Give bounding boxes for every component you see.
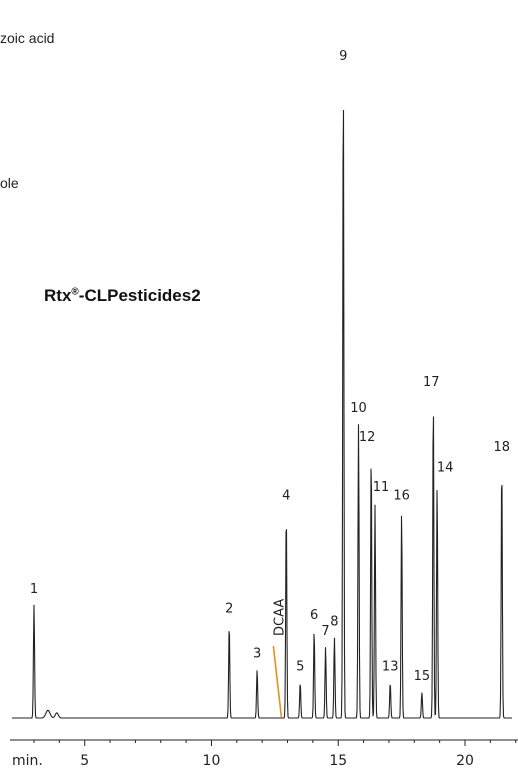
peak-label-13: 13 [382,659,399,674]
peak-label-18: 18 [493,440,510,455]
x-tick-label-15: 15 [329,753,347,769]
peak-label-11: 11 [373,480,390,495]
peak-label-7: 7 [321,624,329,639]
annotation-line-dcaa [272,645,283,718]
peak-label-16: 16 [393,488,410,503]
peak-label-14: 14 [437,460,454,475]
peak-label-3: 3 [253,647,261,662]
title-registered-mark: ® [71,286,79,298]
peak-label-6: 6 [310,608,318,623]
peak-label-4: 4 [282,488,290,503]
x-tick-label-10: 10 [203,753,221,769]
peak-label-15: 15 [414,669,431,684]
x-axis-label: min. [12,753,43,769]
title-main: Rtx [44,286,72,305]
peak-label-1: 1 [30,582,38,597]
peak-label-10: 10 [350,401,367,416]
peak-label-17: 17 [423,375,440,390]
title-rest: -CLPesticides2 [78,286,201,305]
peak-label-5: 5 [296,659,304,674]
truncated-label-mid: ole [0,175,19,191]
peak-label-12: 12 [359,430,376,445]
peak-label-9: 9 [339,49,347,64]
chromatogram-trace [12,109,512,719]
x-tick-label-5: 5 [80,753,89,769]
peak-label-8: 8 [330,614,338,629]
truncated-label-top: zoic acid [0,30,55,46]
peak-label-2: 2 [225,601,233,616]
chart-title: Rtx®-CLPesticides2 [44,286,201,306]
x-tick-label-20: 20 [456,753,474,769]
annotation-label-dcaa: DCAA [272,599,287,636]
